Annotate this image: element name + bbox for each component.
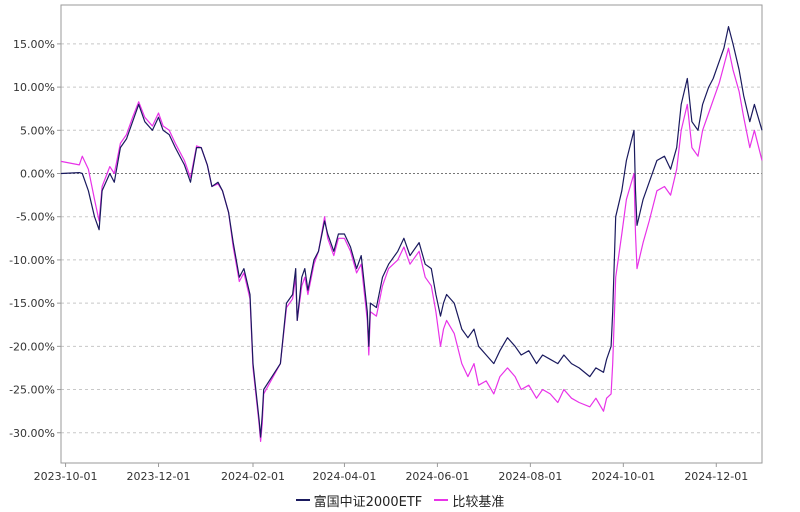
- series-line-benchmark: [60, 47, 763, 442]
- legend: 富国中证2000ETF 比较基准: [0, 490, 800, 510]
- y-tick-label: -30.00%: [9, 427, 55, 440]
- x-tick-label: 2023-12-01: [127, 470, 191, 483]
- y-tick-label: -5.00%: [16, 211, 55, 224]
- plot-frame: [60, 4, 763, 464]
- x-tick-label: 2024-12-01: [684, 470, 748, 483]
- axis-layer: 15.00% 10.00% 5.00% 0.00% -5.00% -10.00% -15.0…: [9, 4, 763, 483]
- legend-label-fund: 富国中证2000ETF: [313, 494, 423, 510]
- legend-swatch-fund: [295, 499, 310, 501]
- grid-layer: [61, 43, 762, 434]
- x-tick-label: 2023-10-01: [34, 470, 98, 483]
- y-tick-label: 5.00%: [20, 124, 55, 137]
- legend-item-benchmark: 比较基准: [434, 491, 504, 510]
- series-layer: [60, 26, 763, 442]
- legend-swatch-benchmark: [434, 499, 449, 501]
- y-tick-label: -20.00%: [9, 340, 55, 353]
- x-tick-label: 2024-08-01: [498, 470, 562, 483]
- x-tick-label: 2024-04-01: [312, 470, 376, 483]
- series-line-fund: [60, 26, 763, 438]
- y-tick-label: -15.00%: [9, 297, 55, 310]
- x-tick-label: 2024-06-01: [405, 470, 469, 483]
- x-tick-label: 2024-10-01: [591, 470, 655, 483]
- y-tick-label: -10.00%: [9, 254, 55, 267]
- legend-label-benchmark: 比较基准: [452, 494, 505, 510]
- y-tick-label: 10.00%: [13, 81, 55, 94]
- legend-item-fund: 富国中证2000ETF: [295, 491, 423, 510]
- y-tick-label: -25.00%: [9, 384, 55, 397]
- y-tick-label: 0.00%: [20, 168, 55, 181]
- x-tick-label: 2024-02-01: [221, 470, 285, 483]
- y-tick-label: 15.00%: [13, 38, 55, 51]
